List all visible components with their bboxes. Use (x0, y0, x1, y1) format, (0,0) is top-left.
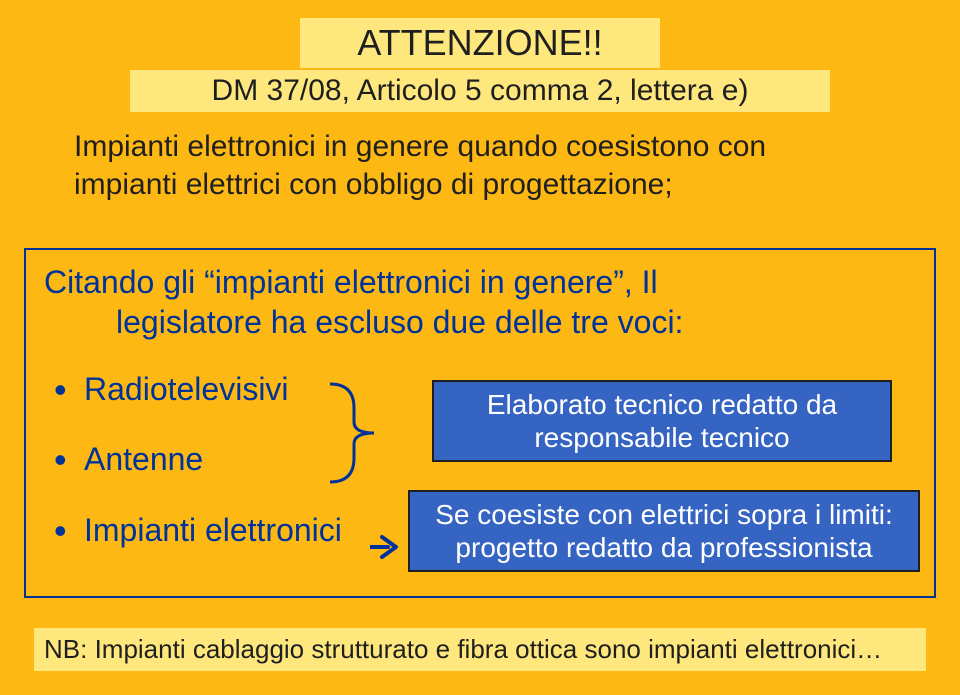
intro-line-1: Impianti elettronici in genere quando co… (74, 130, 766, 163)
title-subtitle: DM 37/08, Articolo 5 comma 2, lettera e) (130, 70, 830, 112)
intro-text: Impianti elettronici in genere quando co… (74, 128, 904, 203)
arrow-icon (370, 533, 400, 561)
note-box: NB: Impianti cablaggio strutturato e fib… (34, 628, 926, 671)
callout-coesiste: Se coesiste con elettrici sopra i limiti… (408, 490, 920, 572)
bullet-impianti: Impianti elettronici (54, 511, 394, 549)
callout-2-line-2: progetto redatto da professionista (455, 532, 872, 563)
callout-1-line-2: responsabile tecnico (534, 422, 789, 453)
citation-text: Citando gli “impianti elettronici in gen… (44, 262, 924, 342)
callout-2-line-1: Se coesiste con elettrici sopra i limiti… (435, 499, 893, 530)
callout-elaborato: Elaborato tecnico redatto da responsabil… (432, 380, 892, 462)
intro-line-2: impianti elettrici con obbligo di proget… (74, 168, 673, 201)
citation-line-1: Citando gli “impianti elettronici in gen… (44, 264, 658, 300)
citation-line-2: legislatore ha escluso due delle tre voc… (116, 302, 924, 342)
callout-1-line-1: Elaborato tecnico redatto da (487, 389, 837, 420)
slide: ATTENZIONE!! DM 37/08, Articolo 5 comma … (0, 0, 960, 695)
title-main: ATTENZIONE!! (300, 18, 660, 68)
brace-icon (320, 378, 390, 488)
